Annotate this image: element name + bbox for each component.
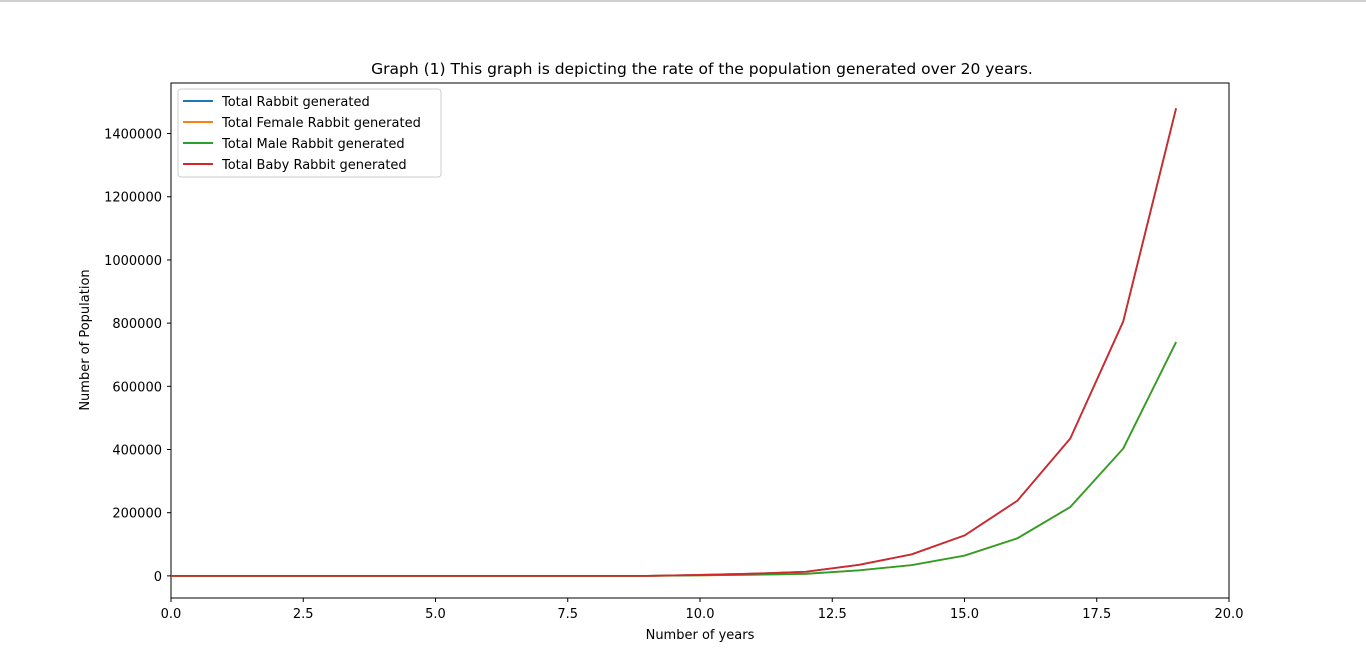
legend-box bbox=[177, 88, 442, 178]
series-lines bbox=[171, 108, 1177, 577]
x-tick-label: 15.0 bbox=[950, 607, 979, 622]
y-tick-label: 1200000 bbox=[104, 191, 162, 206]
x-tick-label: 0.0 bbox=[161, 607, 182, 622]
x-axis: 0.0 2.5 5.0 7.5 10.0 12.5 15.0 17.5 20.0 bbox=[161, 598, 1244, 622]
y-tick-label: 1000000 bbox=[104, 254, 162, 269]
window-top-border bbox=[0, 0, 1366, 2]
legend-label: Total Male Rabbit generated bbox=[221, 137, 405, 152]
legend-label: Total Baby Rabbit generated bbox=[221, 158, 407, 173]
x-tick-label: 12.5 bbox=[818, 607, 847, 622]
x-tick-label: 5.0 bbox=[425, 607, 446, 622]
y-tick-label: 200000 bbox=[112, 507, 162, 522]
legend-label: Total Female Rabbit generated bbox=[221, 116, 421, 131]
x-tick-label: 10.0 bbox=[686, 607, 715, 622]
y-tick-label: 1400000 bbox=[104, 128, 162, 143]
series-line-total-baby-rabbit-generated bbox=[171, 108, 1177, 577]
chart-title: Graph (1) This graph is depicting the ra… bbox=[371, 60, 1033, 78]
y-tick-label: 0 bbox=[154, 570, 162, 585]
x-axis-title: Number of years bbox=[646, 628, 755, 643]
x-tick-label: 17.5 bbox=[1082, 607, 1111, 622]
y-tick-label: 800000 bbox=[112, 317, 162, 332]
y-axis: 0 200000 400000 600000 800000 1000000 1200000 1… bbox=[104, 128, 171, 585]
x-tick-label: 7.5 bbox=[557, 607, 578, 622]
x-tick-label: 20.0 bbox=[1215, 607, 1244, 622]
legend: Total Rabbit generated Total Female Rabbi… bbox=[177, 88, 442, 178]
y-tick-label: 400000 bbox=[112, 444, 162, 459]
legend-label: Total Rabbit generated bbox=[221, 95, 370, 110]
y-axis-title: Number of Population bbox=[78, 269, 93, 410]
y-tick-label: 600000 bbox=[112, 380, 162, 395]
x-tick-label: 2.5 bbox=[293, 607, 314, 622]
